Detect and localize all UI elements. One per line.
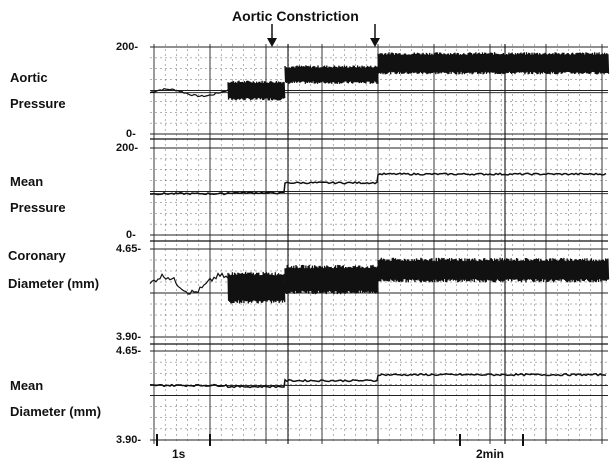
- constriction-arrowhead-2: [370, 38, 380, 47]
- channel-4-ymin-label: 3.90-: [116, 434, 142, 446]
- channel-3-label-line-2: Diameter (mm): [8, 276, 100, 291]
- time-label-1s: 1s: [172, 447, 186, 461]
- channel-1-ymin-label: 0-: [126, 128, 136, 140]
- channel-2-label-line-1: Mean: [10, 174, 44, 189]
- channel-2-label-line-2: Pressure: [10, 200, 66, 215]
- channel-4-label-line-2: Diameter (mm): [10, 404, 102, 419]
- coronary-diameter-phase-1: [227, 271, 286, 304]
- channel-3-ymax-label: 4.65-: [116, 243, 142, 255]
- chart-grid: [150, 44, 608, 444]
- constriction-arrows: [267, 24, 380, 47]
- time-label-2min: 2min: [476, 447, 505, 461]
- coronary-diameter-phase-3: [377, 257, 610, 283]
- channel-1-label-line-2: Pressure: [10, 96, 66, 111]
- aortic-pressure-phase-3: [377, 52, 610, 75]
- coronary-diameter-baseline: [149, 272, 229, 295]
- channel-1-ymax-label: 200-: [116, 41, 139, 53]
- chart-ticks: [156, 434, 524, 446]
- annotation-title: Aortic Constriction: [232, 8, 359, 24]
- channel-2-ymax-label: 200-: [116, 142, 139, 154]
- coronary-diameter-phase-2: [284, 264, 379, 295]
- channel-3-label-line-1: Coronary: [8, 248, 66, 263]
- channel-1-label-line-1: Aortic: [10, 70, 48, 85]
- channel-4-ymax-label: 4.65-: [116, 345, 142, 357]
- constriction-arrowhead-1: [267, 38, 277, 47]
- aortic-pressure-phase-2: [284, 65, 379, 84]
- channel-4-label-line-1: Mean: [10, 378, 44, 393]
- aortic-pressure-phase-1: [227, 80, 286, 101]
- channel-3-ymin-label: 3.90-: [116, 331, 142, 343]
- channel-2-ymin-label: 0-: [126, 229, 136, 241]
- chart-traces: [149, 52, 610, 389]
- aortic-pressure-baseline: [149, 88, 229, 98]
